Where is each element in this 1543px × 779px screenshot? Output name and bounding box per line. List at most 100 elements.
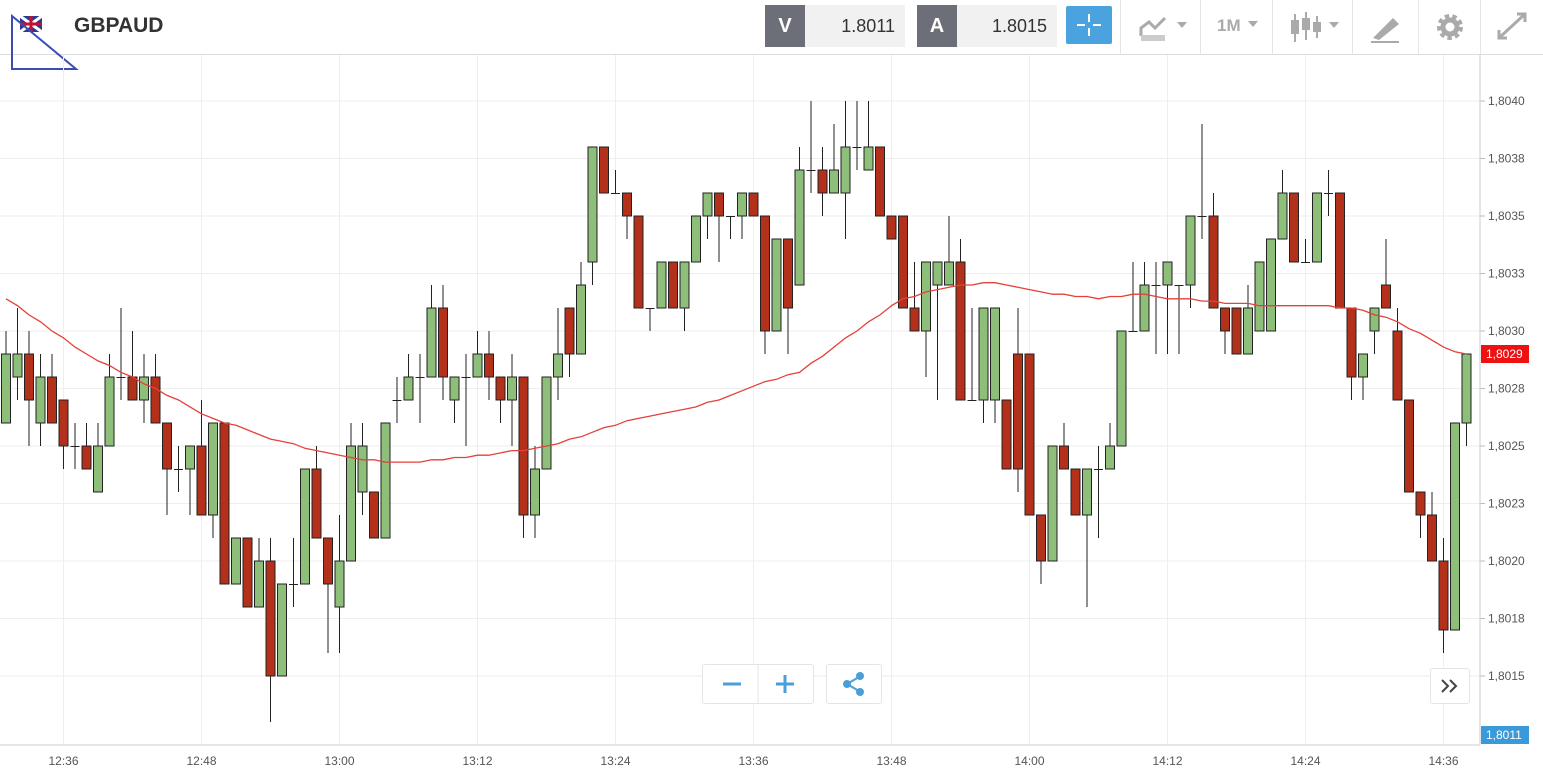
candle-body bbox=[1013, 353, 1023, 470]
candle-body bbox=[426, 307, 437, 378]
candle-body bbox=[1381, 284, 1391, 309]
candle-body bbox=[1427, 514, 1437, 562]
ask-value[interactable]: 1.8015 bbox=[957, 5, 1057, 47]
y-tick-label: 1,8020 bbox=[1488, 554, 1525, 568]
settings-button[interactable] bbox=[1418, 0, 1481, 54]
candle-body bbox=[70, 446, 80, 447]
candle-body bbox=[1197, 216, 1207, 217]
zoom-in[interactable] bbox=[776, 675, 794, 693]
candle-body bbox=[1128, 331, 1138, 332]
candle-body bbox=[932, 261, 943, 286]
candle-body bbox=[323, 537, 333, 585]
x-tick-label: 13:48 bbox=[876, 754, 906, 768]
candle-body bbox=[357, 445, 368, 493]
candle-body bbox=[1277, 192, 1288, 240]
candle-body bbox=[978, 307, 989, 401]
candle-body bbox=[1116, 330, 1127, 447]
candle-body bbox=[1301, 262, 1310, 263]
zoom-controls bbox=[702, 664, 814, 704]
bid-label[interactable]: V bbox=[765, 5, 805, 47]
candle-body bbox=[909, 307, 920, 332]
candle-body bbox=[1070, 468, 1081, 516]
candle-body bbox=[58, 399, 69, 447]
candle-body bbox=[150, 376, 161, 424]
candle-button[interactable] bbox=[1272, 0, 1353, 54]
candle-body bbox=[530, 468, 540, 516]
bid-value[interactable]: 1.8011 bbox=[805, 5, 905, 47]
x-tick-label: 14:00 bbox=[1014, 754, 1044, 768]
candle-body bbox=[461, 377, 471, 378]
candle-body bbox=[760, 215, 770, 332]
fullscreen-button[interactable] bbox=[1480, 0, 1543, 54]
candle-body bbox=[553, 353, 563, 378]
candle-body bbox=[1, 353, 11, 424]
candle-body bbox=[587, 146, 598, 263]
candle-body bbox=[1289, 192, 1299, 263]
candle-body bbox=[944, 261, 954, 286]
candle-body bbox=[93, 445, 103, 493]
candle-body bbox=[1139, 284, 1150, 332]
candle-body bbox=[219, 422, 230, 585]
candle-body bbox=[622, 192, 632, 217]
candle-body bbox=[1450, 422, 1460, 631]
x-tick-label: 14:36 bbox=[1428, 754, 1458, 768]
candle-body bbox=[1369, 307, 1380, 332]
candle-body bbox=[1151, 285, 1161, 286]
chart-type-button[interactable] bbox=[1120, 0, 1201, 54]
candle-body bbox=[783, 238, 793, 309]
candle-body bbox=[921, 261, 931, 332]
candle-body bbox=[116, 377, 126, 378]
candle-body bbox=[967, 400, 977, 401]
candle-body bbox=[817, 169, 828, 194]
candle-body bbox=[174, 469, 183, 470]
candle-body bbox=[47, 376, 57, 424]
candle-body bbox=[1082, 468, 1092, 516]
candle-body bbox=[771, 238, 782, 332]
candle-body bbox=[242, 537, 253, 608]
candle-body bbox=[829, 169, 839, 194]
candle-body bbox=[104, 376, 115, 447]
candle-body bbox=[886, 215, 897, 240]
candle-body bbox=[495, 376, 506, 401]
candle-body bbox=[334, 560, 345, 608]
candle-body bbox=[611, 193, 620, 194]
candle-body bbox=[81, 445, 92, 470]
candle-body bbox=[162, 422, 172, 470]
y-tick-label: 1,8015 bbox=[1488, 669, 1525, 683]
candle-body bbox=[1094, 469, 1103, 470]
y-tick-label: 1,8035 bbox=[1488, 209, 1525, 223]
candle-body bbox=[1220, 307, 1230, 332]
moving-average bbox=[5, 282, 1467, 463]
share-button[interactable] bbox=[826, 664, 882, 704]
ask-label[interactable]: A bbox=[917, 5, 957, 47]
candle-body bbox=[185, 445, 195, 470]
candle-body bbox=[449, 376, 460, 401]
draw-button[interactable] bbox=[1352, 0, 1419, 54]
candle-body bbox=[1047, 445, 1058, 562]
candle-body bbox=[955, 261, 966, 401]
candle-body bbox=[863, 146, 874, 171]
candle-body bbox=[1461, 353, 1472, 424]
candle-body bbox=[1358, 353, 1368, 378]
candle-body bbox=[541, 376, 552, 470]
x-tick-label: 12:36 bbox=[48, 754, 78, 768]
y-tick-label: 1,8025 bbox=[1488, 439, 1525, 453]
crosshair-button[interactable] bbox=[1066, 6, 1112, 44]
scroll-end-button[interactable] bbox=[1430, 668, 1470, 704]
candle-body bbox=[1404, 399, 1414, 493]
candle-body bbox=[794, 169, 805, 286]
x-tick-label: 12:48 bbox=[186, 754, 216, 768]
y-tick-label: 1,8018 bbox=[1488, 612, 1525, 626]
candle-body bbox=[576, 284, 586, 355]
symbol: GBPAUD bbox=[74, 14, 164, 37]
candle-body bbox=[599, 146, 609, 194]
timeframe[interactable]: 1M bbox=[1217, 16, 1241, 35]
candle-body bbox=[1001, 399, 1012, 470]
y-tick-label: 1,8038 bbox=[1488, 152, 1525, 166]
x-tick-label: 14:24 bbox=[1290, 754, 1320, 768]
candle-body bbox=[403, 376, 414, 401]
x-tick-label: 13:36 bbox=[738, 754, 768, 768]
timeframe-button[interactable]: 1M bbox=[1200, 0, 1273, 54]
candle-body bbox=[1392, 330, 1403, 401]
